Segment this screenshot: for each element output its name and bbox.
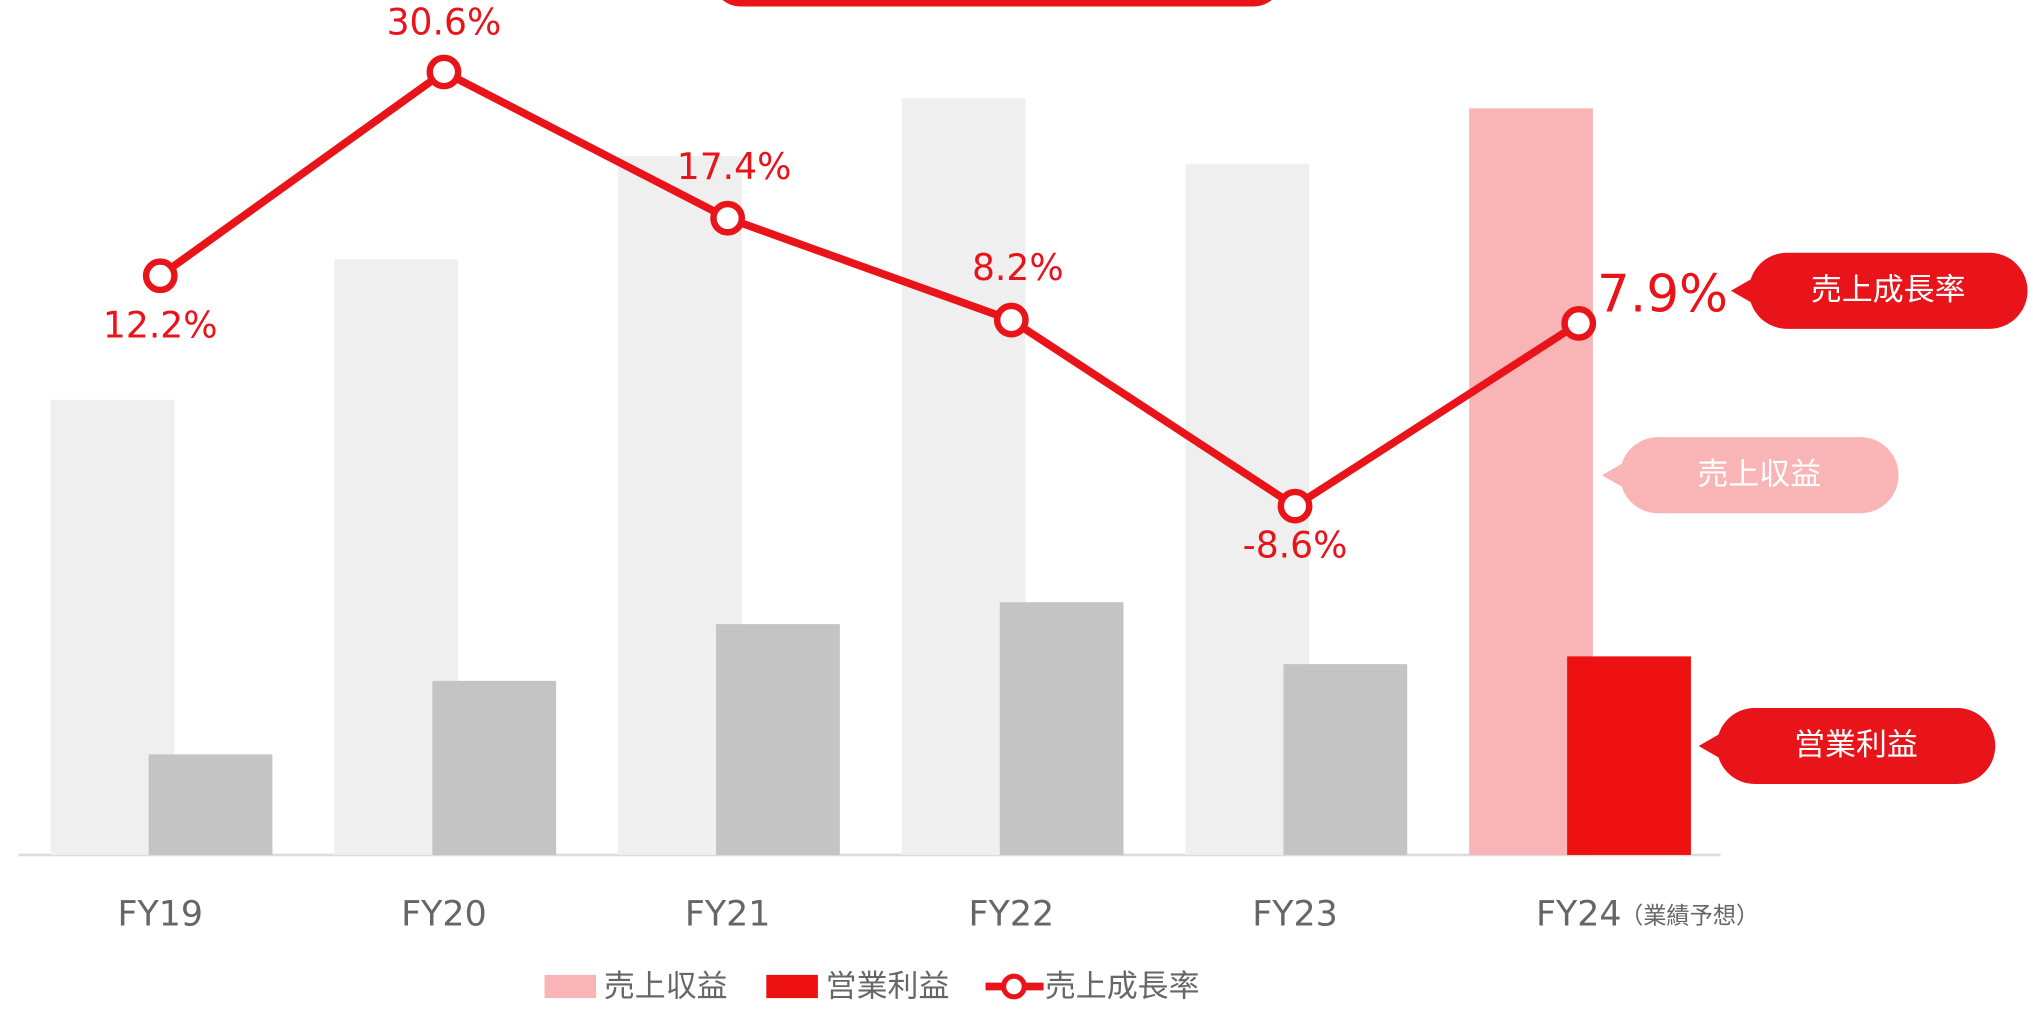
line-marker xyxy=(142,258,178,294)
legend-swatch xyxy=(766,974,818,999)
callout-label: 売上成長率 xyxy=(1811,272,1966,308)
x-tick-label: FY19 xyxy=(117,895,203,935)
line-marker xyxy=(1277,488,1313,524)
callout xyxy=(1716,707,1996,785)
line-marker xyxy=(426,54,462,90)
data-label: 17.4% xyxy=(677,145,792,188)
callout xyxy=(1620,437,1899,514)
bar xyxy=(148,754,273,855)
x-tick-label: FY24 xyxy=(1536,895,1622,935)
data-label: 12.2% xyxy=(103,303,218,346)
x-tick-label: FY21 xyxy=(685,895,771,935)
x-tick-label: FY20 xyxy=(401,895,487,935)
data-label: -8.6% xyxy=(1243,523,1348,566)
line-marker xyxy=(993,302,1029,338)
line-marker xyxy=(1561,305,1597,341)
data-label: 7.9% xyxy=(1597,265,1728,325)
bar xyxy=(1567,656,1691,855)
legend-swatch xyxy=(544,974,597,999)
legend-label: 売上成長率 xyxy=(1045,968,1200,1004)
legend-label: 営業利益 xyxy=(826,968,950,1004)
callout-label: 営業利益 xyxy=(1794,727,1918,763)
bar xyxy=(1283,664,1408,855)
data-label: 8.2% xyxy=(972,246,1064,289)
line xyxy=(157,68,1581,510)
x-tick-label: FY22 xyxy=(969,895,1055,935)
data-label: 30.6% xyxy=(387,0,502,43)
line-marker xyxy=(710,200,746,236)
x-tick-label: FY23 xyxy=(1252,895,1338,935)
title-bubble xyxy=(722,0,1272,7)
callout xyxy=(1748,252,2028,329)
callout-label: 売上収益 xyxy=(1697,456,1821,492)
bar xyxy=(432,680,557,855)
category-note: （業績予想） xyxy=(1620,902,1759,929)
bar xyxy=(716,624,840,855)
legend-marker xyxy=(1001,973,1027,1000)
legend-label: 売上収益 xyxy=(604,968,728,1004)
bar xyxy=(999,602,1124,855)
